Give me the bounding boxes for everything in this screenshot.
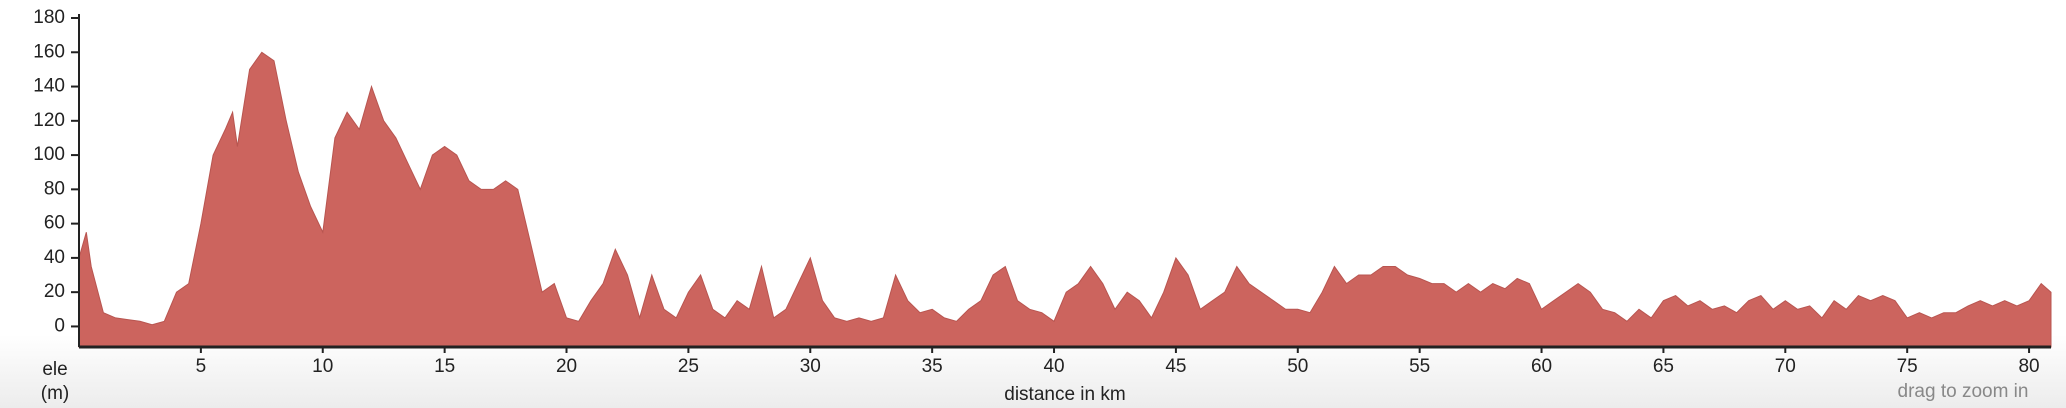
x-tick-label: 65 bbox=[1653, 356, 1674, 377]
x-tick-label: 30 bbox=[800, 356, 821, 377]
x-tick-label: 5 bbox=[196, 356, 207, 377]
x-tick-label: 55 bbox=[1409, 356, 1430, 377]
zoom-hint: drag to zoom in bbox=[1898, 381, 2029, 402]
y-tick-label: 140 bbox=[33, 76, 65, 97]
y-tick-label: 120 bbox=[33, 110, 65, 131]
y-tick-label: 60 bbox=[44, 213, 65, 234]
y-tick-label: 180 bbox=[33, 7, 65, 28]
x-tick-label: 45 bbox=[1165, 356, 1186, 377]
elevation-area bbox=[78, 51, 2052, 348]
x-tick-label: 15 bbox=[434, 356, 455, 377]
y-tick-label: 160 bbox=[33, 41, 65, 62]
x-tick-label: 35 bbox=[922, 356, 943, 377]
x-tick-label: 70 bbox=[1775, 356, 1796, 377]
x-axis-label: distance in km bbox=[1004, 384, 1125, 405]
y-axis-label: ele bbox=[42, 359, 67, 380]
x-tick-label: 20 bbox=[556, 356, 577, 377]
y-axis-label: (m) bbox=[41, 383, 69, 404]
y-tick-label: 80 bbox=[44, 178, 65, 199]
x-tick-label: 10 bbox=[312, 356, 333, 377]
x-tick-label: 60 bbox=[1531, 356, 1552, 377]
y-tick-label: 40 bbox=[44, 247, 65, 268]
x-tick-label: 75 bbox=[1897, 356, 1918, 377]
x-tick-label: 40 bbox=[1043, 356, 1064, 377]
x-tick-label: 25 bbox=[678, 356, 699, 377]
y-tick-label: 20 bbox=[44, 281, 65, 302]
y-tick-label: 100 bbox=[33, 144, 65, 165]
y-tick-label: 0 bbox=[54, 315, 65, 336]
x-tick-label: 50 bbox=[1287, 356, 1308, 377]
x-tick-label: 80 bbox=[2018, 356, 2039, 377]
